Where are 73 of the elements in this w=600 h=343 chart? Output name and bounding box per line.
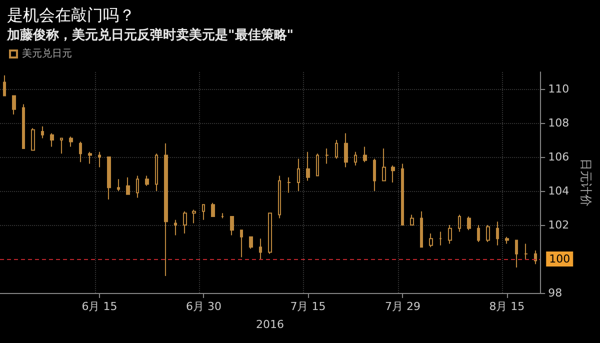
candlestick bbox=[297, 158, 300, 192]
candlestick bbox=[439, 231, 442, 246]
candlestick bbox=[515, 240, 518, 268]
candlestick bbox=[174, 219, 177, 236]
candlestick bbox=[79, 141, 82, 163]
x-tick-label: 6月 30 bbox=[186, 300, 222, 313]
candlestick bbox=[3, 74, 6, 96]
candlestick bbox=[354, 151, 357, 166]
candlestick bbox=[268, 212, 272, 254]
candlestick bbox=[278, 175, 281, 219]
x-tick-label: 6月 15 bbox=[82, 300, 118, 313]
chart-title: 是机会在敲门吗？ bbox=[7, 6, 135, 24]
candlestick bbox=[363, 146, 367, 163]
candlestick bbox=[98, 151, 101, 168]
candlestick bbox=[145, 175, 149, 186]
candlestick bbox=[420, 210, 423, 248]
legend-label: 美元兑日元 bbox=[22, 48, 72, 60]
candlestick bbox=[60, 138, 63, 154]
candlestick bbox=[249, 236, 253, 250]
y-tick-label: 108 bbox=[548, 116, 570, 130]
candlestick bbox=[117, 178, 120, 192]
candlestick bbox=[240, 230, 243, 258]
ref-line-label: 100 bbox=[549, 252, 570, 266]
candlestick bbox=[107, 156, 111, 200]
candlestick bbox=[486, 224, 490, 242]
candlestick bbox=[373, 158, 376, 192]
candlestick bbox=[221, 212, 224, 219]
candlestick bbox=[477, 224, 480, 242]
candlestick bbox=[335, 140, 338, 160]
candlestick bbox=[69, 136, 73, 148]
candlestick bbox=[505, 236, 509, 244]
candlestick bbox=[22, 104, 25, 149]
candlestick bbox=[306, 151, 310, 182]
candlestick bbox=[496, 221, 499, 246]
y-tick-label: 102 bbox=[548, 218, 570, 232]
candlestick bbox=[316, 153, 319, 176]
y-axis-title: 日元计价 bbox=[579, 158, 593, 206]
candlestick bbox=[344, 132, 348, 168]
candlestick bbox=[12, 95, 16, 115]
candlestick bbox=[230, 216, 234, 236]
chart-subtitle: 加藤俊称，美元兑日元反弹时卖美元是"最佳策略" bbox=[6, 27, 294, 43]
x-tick-label: 7月 15 bbox=[290, 300, 326, 313]
candlestick bbox=[202, 204, 205, 220]
candlestick bbox=[50, 132, 54, 148]
candlestick bbox=[524, 243, 528, 260]
candlestick bbox=[155, 153, 158, 192]
candlestick bbox=[391, 165, 395, 183]
candlestick bbox=[467, 216, 471, 231]
candlestick bbox=[287, 176, 291, 194]
candlestick bbox=[31, 128, 35, 151]
candlestick bbox=[410, 214, 414, 226]
candlestick bbox=[325, 148, 329, 164]
y-tick-label: 104 bbox=[548, 184, 570, 198]
x-tick-label: 7月 29 bbox=[384, 300, 420, 313]
candlestick bbox=[88, 151, 92, 164]
candlestick bbox=[126, 176, 130, 195]
candlestick bbox=[136, 175, 139, 198]
candlestick bbox=[41, 126, 44, 139]
candlestick bbox=[192, 209, 196, 224]
y-tick-label: 98 bbox=[548, 286, 562, 300]
y-tick-label: 110 bbox=[548, 82, 570, 96]
candlestick bbox=[401, 163, 404, 226]
candlestick bbox=[259, 238, 262, 260]
x-axis-title: 2016 bbox=[256, 318, 284, 331]
candlestick bbox=[211, 202, 215, 217]
candlestick bbox=[183, 210, 187, 234]
candlestick bbox=[382, 148, 386, 182]
y-tick-label: 106 bbox=[548, 150, 570, 164]
x-tick-label: 8月 15 bbox=[489, 300, 525, 313]
candlestick bbox=[448, 224, 452, 244]
candlestick bbox=[164, 142, 168, 276]
candlestick bbox=[429, 233, 433, 248]
candlestick bbox=[458, 214, 461, 232]
